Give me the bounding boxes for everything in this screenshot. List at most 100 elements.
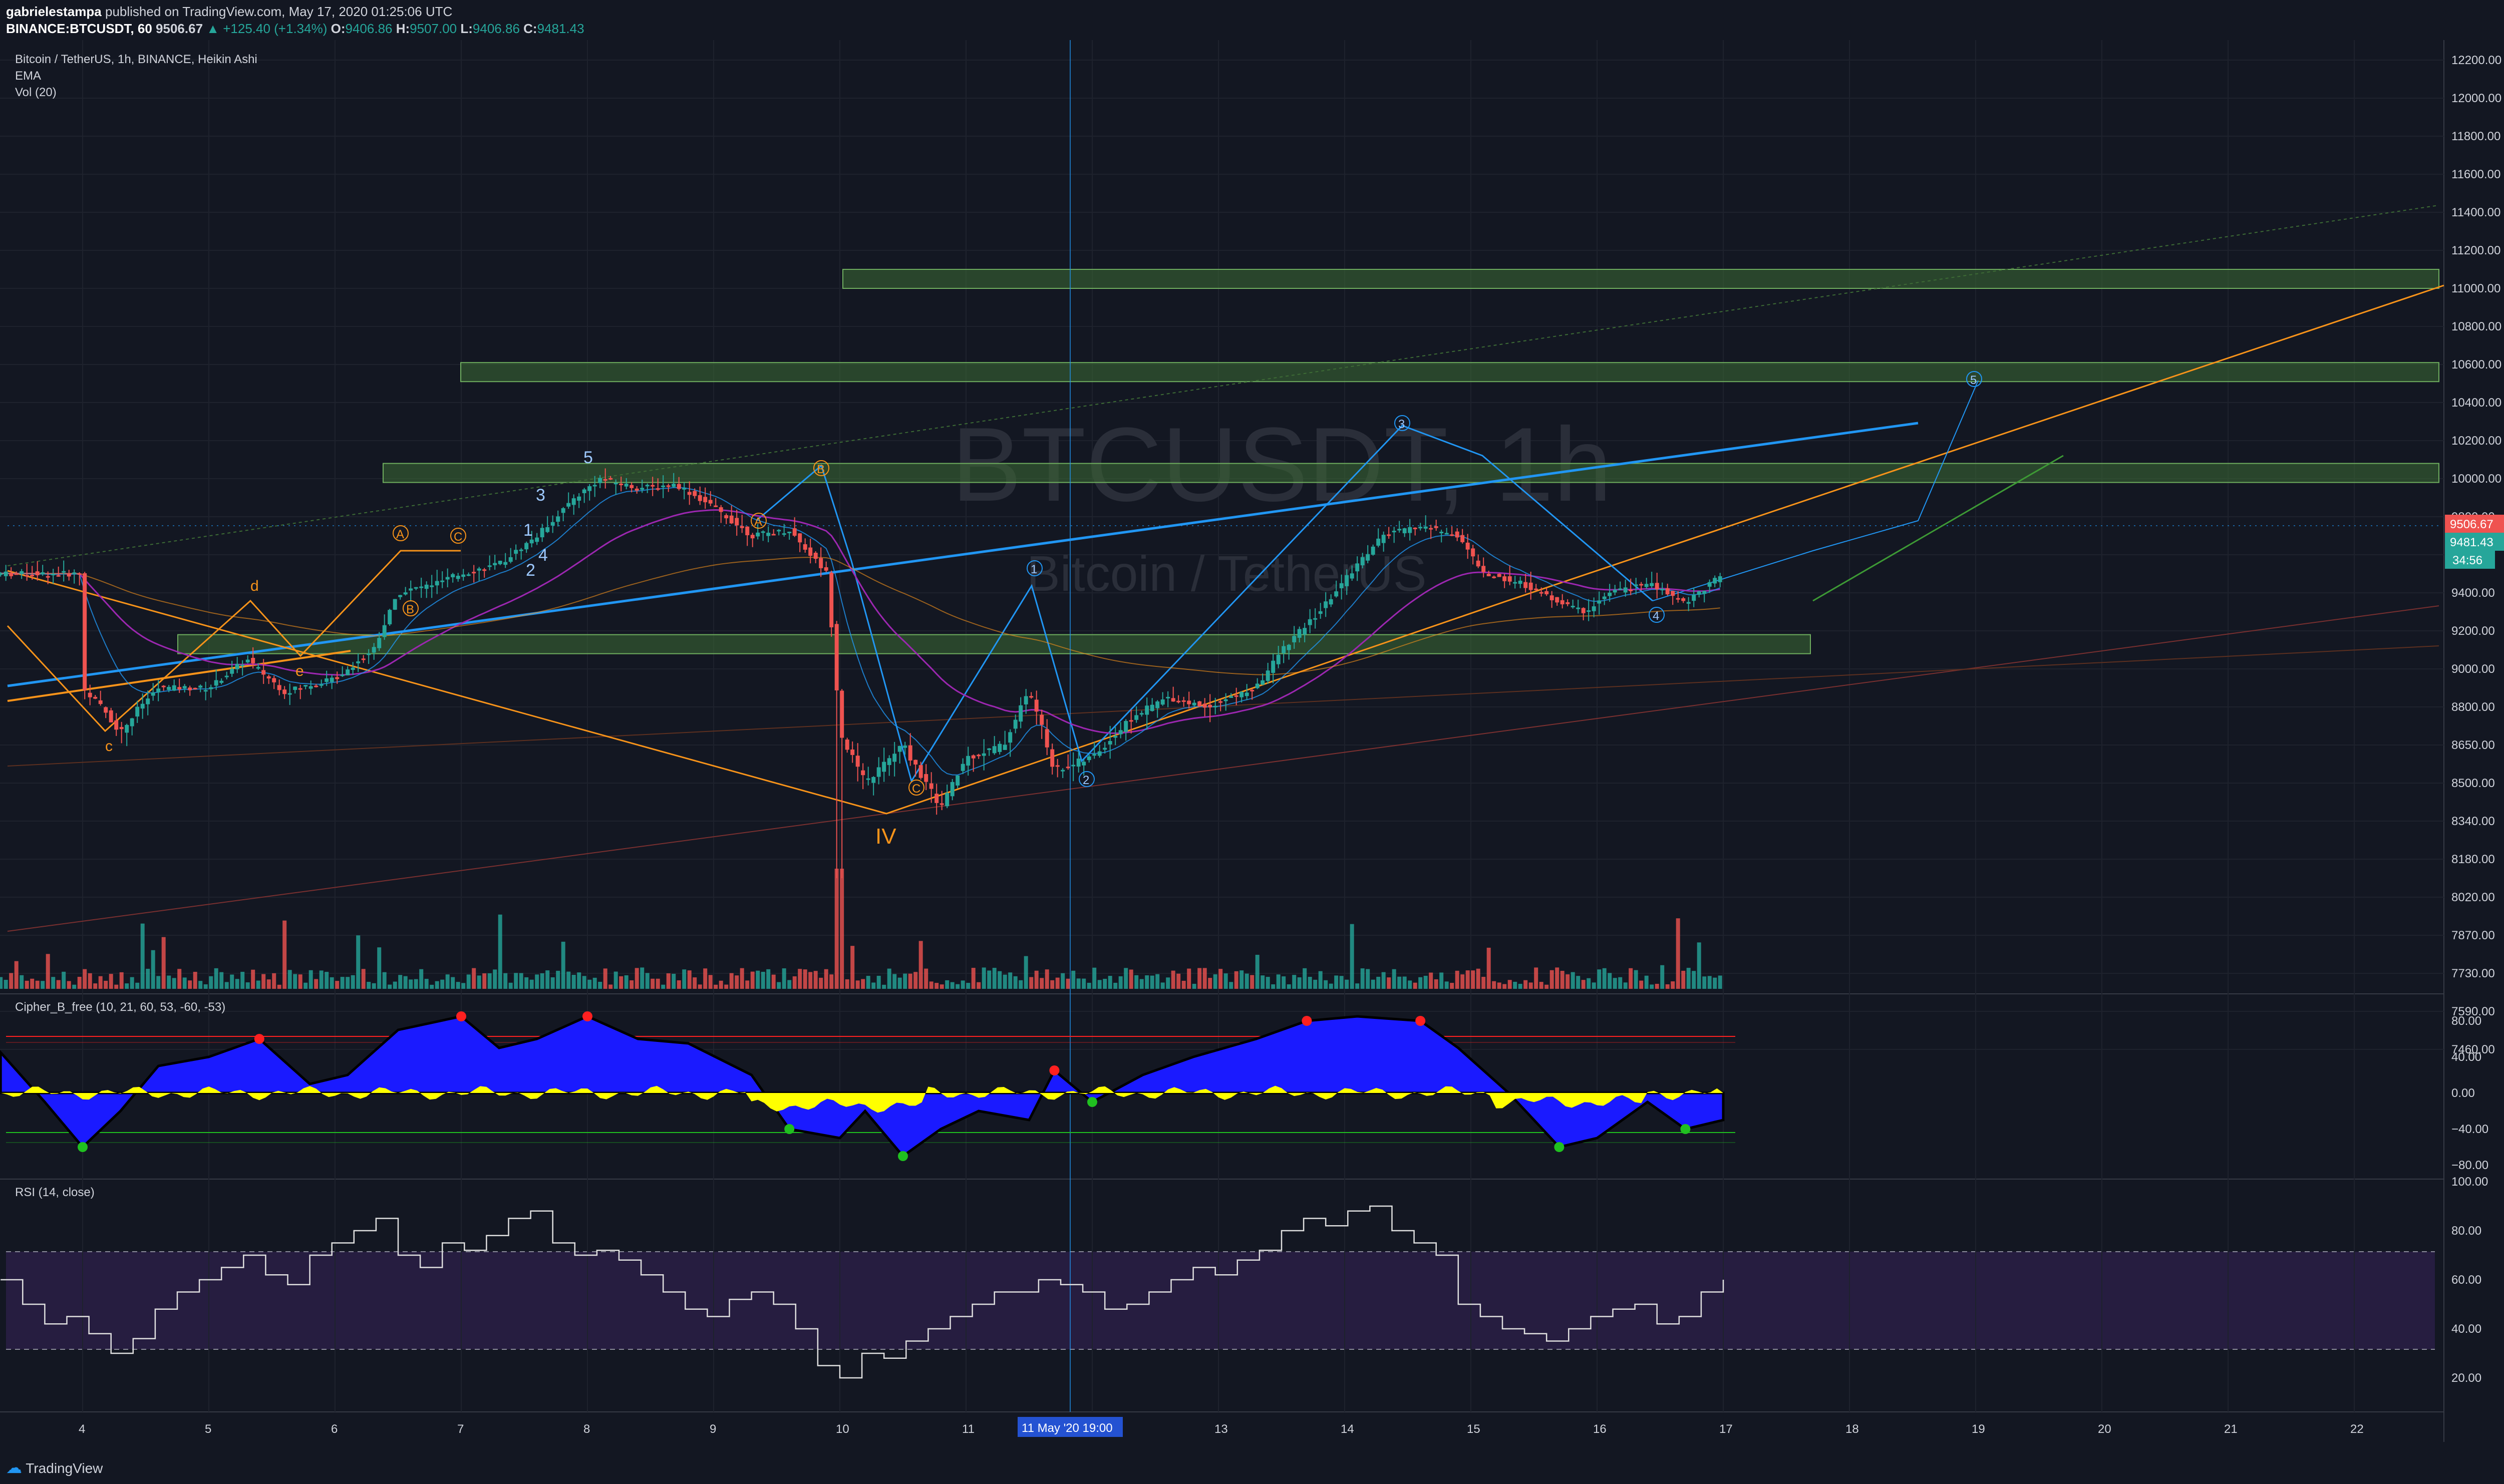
candle-body xyxy=(1145,705,1149,715)
lower-red-trendline[interactable] xyxy=(7,605,2439,932)
candle-body xyxy=(277,685,281,690)
candle-body xyxy=(1713,578,1717,584)
volume-bar xyxy=(1113,982,1118,989)
cipher-tick-label: 40.00 xyxy=(2451,1050,2481,1064)
volume-bar xyxy=(514,973,518,989)
candle-body xyxy=(529,539,534,544)
volume-bar xyxy=(1266,977,1270,989)
volume-bar xyxy=(687,970,692,989)
ema-legend[interactable]: EMA xyxy=(15,69,42,83)
volume-bar xyxy=(224,982,229,989)
candle-body xyxy=(1345,575,1349,586)
volume-bar xyxy=(1271,984,1276,989)
price-axis[interactable]: 12200.00 12000.00 11800.00 11600.00 11400.00… xyxy=(2451,54,2501,1056)
volume-bar xyxy=(640,967,645,989)
time-axis[interactable]: 4 5 6 7 8 9 10 11 11 May '20 19:00 13 14 15 16 17 18 19… xyxy=(79,1417,2364,1437)
candle-body xyxy=(1234,695,1238,697)
volume-bar xyxy=(1082,978,1086,989)
zone-rect xyxy=(460,362,2439,383)
time-tick-label: 21 xyxy=(2224,1422,2238,1436)
tradingview-logo[interactable]: ☁ TradingView xyxy=(6,1458,103,1477)
candle-body xyxy=(1082,762,1086,766)
volume-bar xyxy=(372,983,376,989)
candle-body xyxy=(855,756,860,767)
projection-green-arrow[interactable] xyxy=(1812,455,2064,602)
blue-trendline[interactable] xyxy=(7,422,1919,687)
volume-bar xyxy=(693,977,697,989)
candle-body xyxy=(645,485,650,487)
candle-body xyxy=(9,573,14,576)
wave-label-A1: A xyxy=(396,528,404,541)
volume-bar xyxy=(1597,969,1602,989)
candle-body xyxy=(461,574,466,577)
volume-bar xyxy=(9,973,14,989)
volume-bar xyxy=(977,982,981,989)
volume-bar xyxy=(766,969,771,989)
volume-bar xyxy=(714,984,718,989)
chart-canvas[interactable]: BTCUSDT, 1h Bitcoin / TetherUS c d e A B… xyxy=(0,40,2504,1484)
candle-body xyxy=(203,690,208,692)
projection-blue[interactable] xyxy=(1652,380,1979,601)
volume-bar xyxy=(771,974,776,989)
wave-label-blue-3: 3 xyxy=(1398,418,1405,431)
candle-body xyxy=(1392,531,1396,533)
candle-body xyxy=(571,498,576,505)
volume-bar xyxy=(325,972,329,989)
cipher-dot xyxy=(784,1124,795,1134)
candle-body xyxy=(1549,595,1554,600)
candle-body xyxy=(198,685,203,688)
candle-body xyxy=(219,680,224,683)
upper-channel-line[interactable] xyxy=(7,205,2439,566)
volume-bar xyxy=(1318,971,1323,989)
volume-bar xyxy=(414,979,418,989)
vol-legend[interactable]: Vol (20) xyxy=(15,86,57,99)
candle-body xyxy=(845,739,849,750)
volume-bar xyxy=(493,969,497,989)
volume-bar xyxy=(1118,976,1123,989)
volume-bar xyxy=(624,975,629,989)
volume-bar xyxy=(62,971,66,989)
cipher-legend[interactable]: Cipher_B_free (10, 21, 60, 53, -60, -53) xyxy=(15,1000,226,1014)
volume-bar xyxy=(1460,974,1465,989)
candle-body xyxy=(393,599,397,610)
volume-bar xyxy=(719,980,723,989)
candle-body xyxy=(1718,576,1722,582)
volume-bar xyxy=(1003,974,1007,989)
blue-impulse-wave[interactable] xyxy=(756,425,1653,783)
volume-bar xyxy=(1297,977,1302,989)
orange-abcde-wave[interactable] xyxy=(7,550,461,732)
candle-body xyxy=(1040,714,1044,725)
volume-bar xyxy=(1171,970,1175,989)
author-name[interactable]: gabrielestampa xyxy=(6,4,102,19)
cipher-tick-label: 0.00 xyxy=(2451,1086,2475,1100)
volume-bar xyxy=(167,975,171,989)
candle-body xyxy=(4,571,8,576)
rsi-legend[interactable]: RSI (14, close) xyxy=(15,1186,95,1199)
candle-body xyxy=(472,572,476,574)
volume-bar xyxy=(1555,967,1559,989)
candle-body xyxy=(1629,589,1633,591)
volume-bar xyxy=(1350,924,1354,989)
volume-bar xyxy=(440,979,445,989)
volume-bar xyxy=(83,969,87,989)
candle-body xyxy=(209,687,213,689)
candle-body xyxy=(293,686,297,690)
last-price-label: 9506.67 xyxy=(2450,518,2493,531)
orange-support-line[interactable] xyxy=(7,650,351,702)
volume-bar xyxy=(308,970,313,989)
open-value: 9406.86 xyxy=(345,21,393,36)
volume-bar xyxy=(1644,975,1649,989)
time-tick-label: 13 xyxy=(1214,1422,1228,1436)
volume-bar xyxy=(445,974,450,989)
orange-wave-line[interactable] xyxy=(7,284,2444,815)
volume-bar xyxy=(866,976,870,989)
volume-bar xyxy=(845,979,849,989)
candle-body xyxy=(966,756,971,766)
volume-bar xyxy=(777,982,781,989)
candle-body xyxy=(1003,745,1007,750)
candle-body xyxy=(1150,704,1154,711)
volume-bar xyxy=(750,971,755,989)
volume-bar xyxy=(388,984,392,989)
volume-bar xyxy=(887,968,891,989)
candle-body xyxy=(808,547,813,556)
